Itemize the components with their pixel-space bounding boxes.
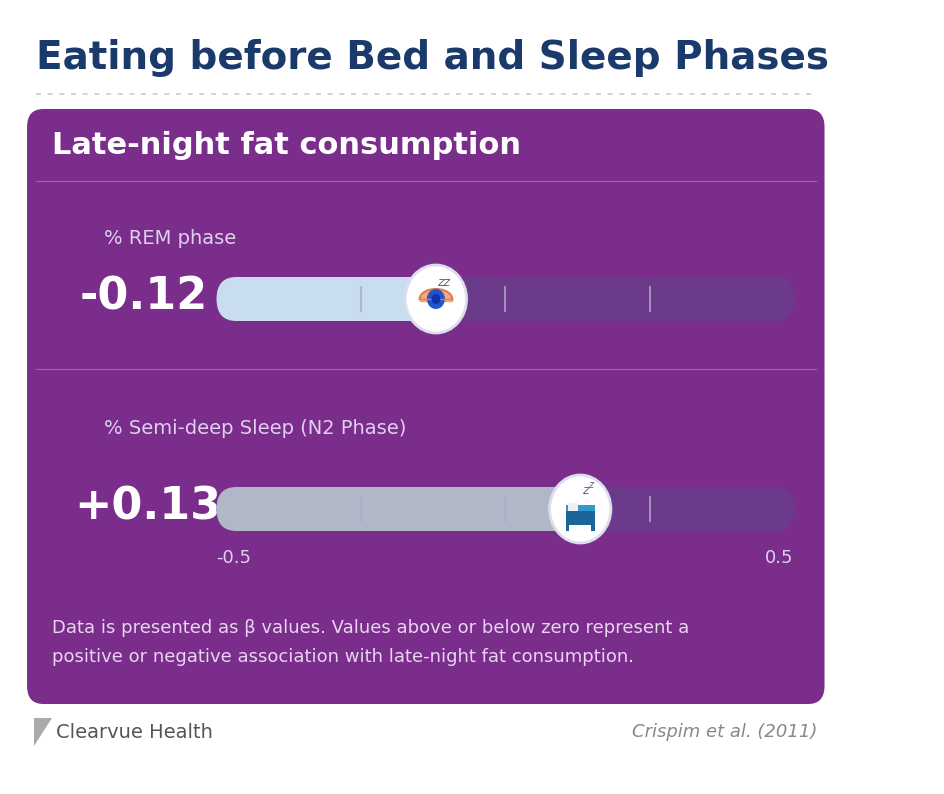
Text: -0.12: -0.12: [79, 276, 208, 318]
FancyBboxPatch shape: [216, 487, 600, 531]
FancyBboxPatch shape: [216, 487, 794, 531]
Text: Crispim et al. (2011): Crispim et al. (2011): [632, 723, 818, 741]
Text: Late-night fat consumption: Late-night fat consumption: [52, 131, 521, 160]
Circle shape: [427, 289, 445, 309]
Polygon shape: [34, 718, 52, 746]
Text: Eating before Bed and Sleep Phases: Eating before Bed and Sleep Phases: [36, 39, 829, 77]
Bar: [565, 511, 595, 525]
Bar: [565, 523, 569, 531]
Text: Clearvue Health: Clearvue Health: [56, 723, 212, 742]
FancyBboxPatch shape: [216, 277, 456, 321]
Text: +0.13: +0.13: [74, 485, 221, 529]
FancyBboxPatch shape: [216, 277, 794, 321]
Bar: [565, 505, 595, 521]
Text: -0.5: -0.5: [216, 549, 251, 567]
Text: % Semi-deep Sleep (N2 Phase): % Semi-deep Sleep (N2 Phase): [104, 419, 406, 438]
Circle shape: [431, 294, 441, 304]
Text: zz: zz: [437, 276, 449, 290]
Circle shape: [405, 265, 466, 333]
Circle shape: [549, 475, 611, 543]
Text: 0.5: 0.5: [766, 549, 794, 567]
Bar: [567, 503, 579, 511]
Text: Data is presented as β values. Values above or below zero represent a
positive o: Data is presented as β values. Values ab…: [52, 619, 689, 666]
Text: z: z: [582, 484, 589, 498]
Text: % REM phase: % REM phase: [104, 229, 236, 248]
FancyBboxPatch shape: [27, 109, 824, 704]
Text: z: z: [588, 480, 594, 490]
Bar: [591, 523, 595, 531]
